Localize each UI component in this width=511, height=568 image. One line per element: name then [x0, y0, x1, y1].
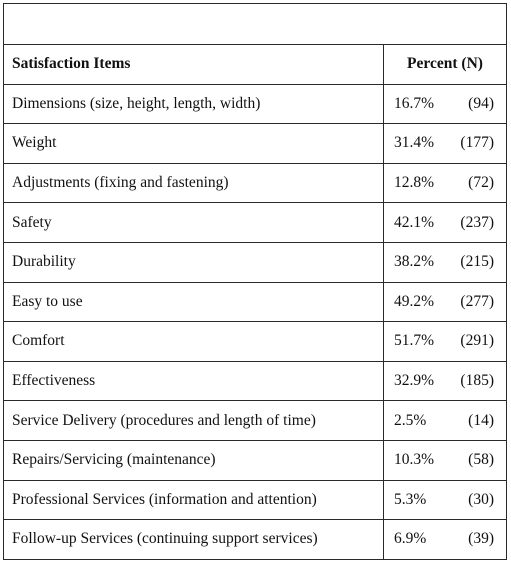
satisfaction-item-cell: Professional Services (information and a… [3, 479, 384, 521]
percent-value: 12.8% [394, 174, 435, 192]
percent-n-cell: 42.1% (237) [383, 202, 507, 243]
satisfaction-item-cell: Easy to use [3, 281, 384, 323]
percent-value: 16.7% [394, 94, 435, 112]
percent-value: 49.2% [394, 292, 435, 310]
table-row: Effectiveness 32.9% (185) [3, 360, 507, 402]
table-row: Comfort 51.7% (291) [3, 321, 507, 362]
table-row: Dimensions (size, height, length, width)… [3, 83, 507, 125]
header-satisfaction-items: Satisfaction Items [3, 44, 384, 85]
count-value: (215) [460, 253, 494, 271]
percent-n-cell: 5.3% (30) [383, 479, 507, 521]
percent-n-cell: 2.5% (14) [383, 400, 507, 441]
count-value: (291) [460, 332, 494, 350]
satisfaction-item-cell: Safety [3, 202, 384, 243]
percent-value: 32.9% [394, 372, 435, 390]
count-value: (94) [468, 94, 494, 112]
table-caption-row [3, 3, 507, 45]
satisfaction-item-cell: Adjustments (fixing and fastening) [3, 162, 384, 204]
table-row: Service Delivery (procedures and length … [3, 400, 507, 441]
satisfaction-item-cell: Weight [3, 123, 384, 164]
table-row: Follow-up Services (continuing support s… [3, 519, 507, 560]
percent-n-cell: 38.2% (215) [383, 241, 507, 283]
percent-value: 31.4% [394, 134, 435, 152]
count-value: (177) [460, 134, 494, 152]
satisfaction-item-cell: Durability [3, 241, 384, 283]
table-row: Easy to use 49.2% (277) [3, 281, 507, 323]
satisfaction-item-cell: Dimensions (size, height, length, width) [3, 83, 384, 125]
percent-value: 2.5% [394, 411, 427, 429]
satisfaction-item-cell: Comfort [3, 321, 384, 362]
table-caption [3, 3, 507, 45]
percent-value: 5.3% [394, 490, 427, 508]
count-value: (185) [460, 372, 494, 390]
satisfaction-table-container: Satisfaction Items Percent (N) Dimension… [3, 3, 507, 560]
percent-n-cell: 51.7% (291) [383, 321, 507, 362]
count-value: (14) [468, 411, 494, 429]
percent-n-cell: 16.7% (94) [383, 83, 507, 125]
count-value: (30) [468, 490, 494, 508]
count-value: (58) [468, 451, 494, 469]
percent-n-cell: 31.4% (177) [383, 123, 507, 164]
table-header-row: Satisfaction Items Percent (N) [3, 44, 507, 85]
count-value: (237) [460, 213, 494, 231]
table-row: Weight 31.4% (177) [3, 123, 507, 164]
table-row: Repairs/Servicing (maintenance) 10.3% (58) [3, 439, 507, 481]
percent-value: 51.7% [394, 332, 435, 350]
table-row: Adjustments (fixing and fastening) 12.8% (… [3, 162, 507, 204]
satisfaction-item-cell: Effectiveness [3, 360, 384, 402]
percent-value: 42.1% [394, 213, 435, 231]
satisfaction-table: Satisfaction Items Percent (N) Dimension… [3, 3, 507, 560]
percent-n-cell: 49.2% (277) [383, 281, 507, 323]
percent-value: 10.3% [394, 451, 435, 469]
percent-n-cell: 10.3% (58) [383, 439, 507, 481]
table-row: Professional Services (information and a… [3, 479, 507, 521]
satisfaction-item-cell: Service Delivery (procedures and length … [3, 400, 384, 441]
table-row: Safety 42.1% (237) [3, 202, 507, 243]
percent-n-cell: 12.8% (72) [383, 162, 507, 204]
count-value: (39) [468, 530, 494, 548]
count-value: (277) [460, 292, 494, 310]
percent-value: 6.9% [394, 530, 427, 548]
satisfaction-item-cell: Repairs/Servicing (maintenance) [3, 439, 384, 481]
percent-n-cell: 32.9% (185) [383, 360, 507, 402]
count-value: (72) [468, 174, 494, 192]
percent-n-cell: 6.9% (39) [383, 519, 507, 560]
satisfaction-item-cell: Follow-up Services (continuing support s… [3, 519, 384, 560]
percent-value: 38.2% [394, 253, 435, 271]
table-row: Durability 38.2% (215) [3, 241, 507, 283]
header-percent-n: Percent (N) [383, 44, 507, 85]
